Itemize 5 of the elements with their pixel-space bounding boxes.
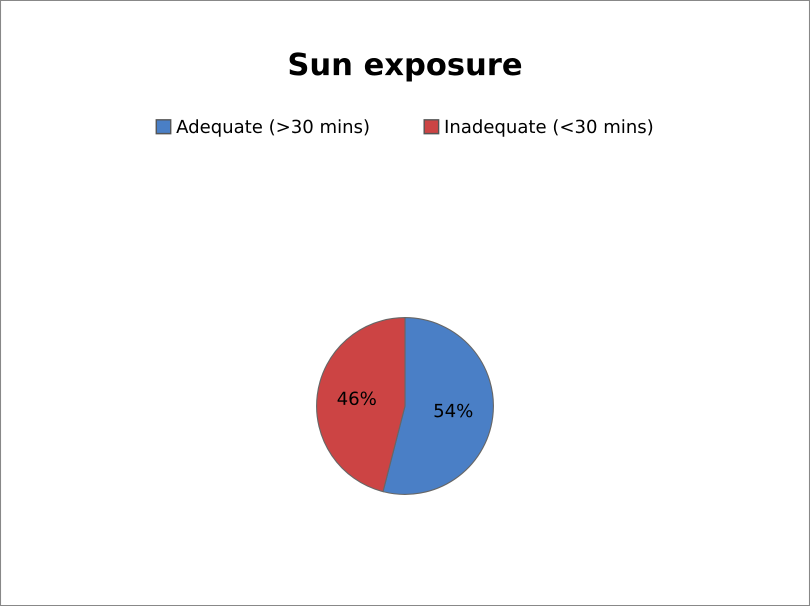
data-label: 46%: [338, 392, 376, 406]
chart-title: Sun exposure: [290, 52, 522, 82]
legend-label: Adequate (>30 mins): [176, 119, 368, 137]
legend-label: Inadequate (<30 mins): [446, 119, 652, 137]
data-label: 54%: [434, 404, 472, 418]
